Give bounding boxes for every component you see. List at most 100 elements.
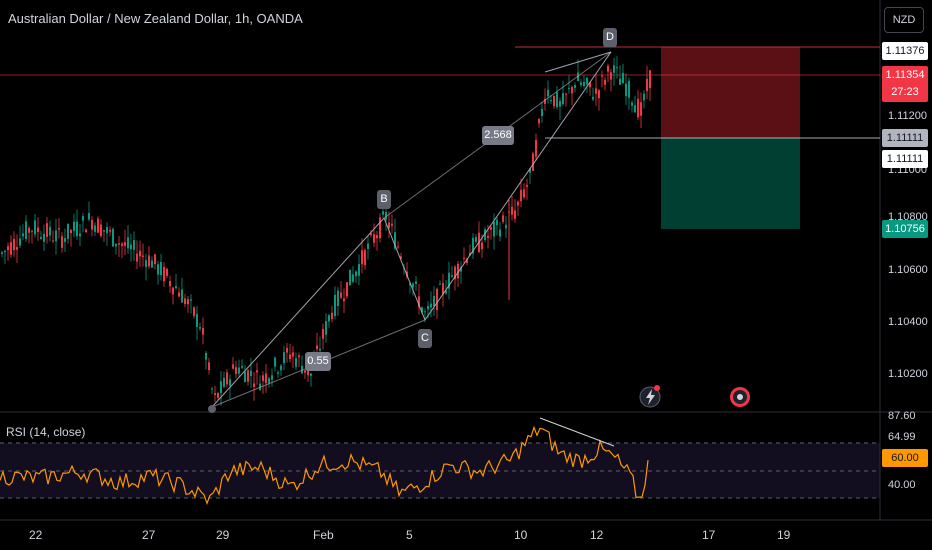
candle-body bbox=[505, 224, 507, 229]
candle-body bbox=[439, 283, 441, 285]
candle-body bbox=[430, 303, 432, 308]
candle-body bbox=[127, 237, 129, 249]
candle-body bbox=[16, 247, 18, 250]
time-tick: 10 bbox=[514, 528, 528, 542]
candle-body bbox=[133, 240, 135, 250]
point-b-label[interactable]: B bbox=[377, 190, 391, 209]
currency-button[interactable]: NZD bbox=[884, 7, 924, 33]
candle-body bbox=[274, 357, 276, 367]
candle-body bbox=[106, 226, 108, 234]
candle-body bbox=[316, 345, 318, 350]
candle-body bbox=[115, 243, 117, 247]
candle-body bbox=[166, 268, 168, 276]
candle-body bbox=[325, 321, 327, 335]
bar-countdown: 27:23 bbox=[891, 86, 919, 98]
candle-body bbox=[160, 262, 162, 276]
candle-body bbox=[364, 250, 366, 266]
target-price-label: 1.11376 bbox=[882, 42, 928, 60]
news-flag-icon[interactable] bbox=[730, 387, 750, 407]
candle-body bbox=[367, 243, 369, 249]
price-tick: 1.10400 bbox=[888, 316, 928, 328]
candle-body bbox=[619, 78, 621, 85]
candle-body bbox=[469, 252, 471, 256]
pattern-leg-bc[interactable] bbox=[383, 217, 426, 321]
rsi-indicator bbox=[0, 417, 649, 506]
candle-body bbox=[88, 213, 90, 220]
point-c-label[interactable]: C bbox=[418, 329, 432, 348]
candle-body bbox=[19, 238, 21, 246]
candle-body bbox=[103, 230, 105, 232]
candle-body bbox=[454, 266, 456, 280]
candle-body bbox=[235, 367, 237, 374]
ratio-label-cd[interactable]: 2.568 bbox=[482, 126, 514, 145]
candle-body bbox=[34, 220, 36, 235]
candle-body bbox=[301, 365, 303, 374]
candle-body bbox=[613, 65, 615, 73]
candle-body bbox=[568, 87, 570, 89]
candle-body bbox=[172, 287, 174, 295]
divergence-line-price[interactable] bbox=[544, 51, 612, 73]
candle-body bbox=[370, 233, 372, 236]
candle-body bbox=[25, 221, 27, 240]
candle-body bbox=[112, 228, 114, 247]
candle-body bbox=[400, 256, 402, 259]
candle-body bbox=[502, 215, 504, 222]
candle-body bbox=[139, 250, 141, 257]
current-price-label: 1.11354 27:23 bbox=[882, 66, 928, 102]
candle-body bbox=[73, 221, 75, 231]
candle-body bbox=[79, 233, 81, 237]
candle-body bbox=[484, 229, 486, 240]
harmonic-pattern[interactable] bbox=[208, 51, 612, 413]
candle-body bbox=[202, 328, 204, 335]
candle-body bbox=[298, 355, 300, 358]
candle-body bbox=[43, 233, 45, 242]
candle-body bbox=[598, 90, 600, 99]
candle-body bbox=[460, 267, 462, 272]
candle-body bbox=[100, 224, 102, 237]
time-tick: Feb bbox=[313, 528, 334, 542]
candle-body bbox=[481, 242, 483, 250]
candle-body bbox=[517, 201, 519, 206]
take-profit-zone[interactable] bbox=[661, 138, 800, 229]
candle-body bbox=[4, 250, 6, 253]
candle-body bbox=[334, 294, 336, 317]
candle-body bbox=[529, 168, 531, 173]
candle-body bbox=[244, 371, 246, 383]
candle-body bbox=[583, 82, 585, 86]
candle-body bbox=[46, 223, 48, 237]
candle-body bbox=[418, 296, 420, 307]
time-tick: 12 bbox=[590, 528, 604, 542]
stop-price-label: 1.10756 bbox=[882, 220, 928, 238]
rsi-legend[interactable]: RSI (14, close) bbox=[6, 425, 86, 439]
candle-body bbox=[211, 388, 213, 390]
candle-body bbox=[388, 222, 390, 229]
candle-body bbox=[217, 392, 219, 398]
candle-body bbox=[7, 246, 9, 251]
pattern-leg-cd[interactable] bbox=[424, 51, 612, 321]
candle-body bbox=[646, 78, 648, 92]
candle-body bbox=[397, 246, 399, 248]
candle-body bbox=[82, 216, 84, 221]
candle-body bbox=[214, 393, 216, 395]
candle-body bbox=[184, 298, 186, 305]
candle-body bbox=[241, 366, 243, 368]
point-d-label[interactable]: D bbox=[603, 28, 617, 47]
candle-body bbox=[379, 217, 381, 239]
candle-body bbox=[22, 233, 24, 237]
economic-event-icon[interactable] bbox=[639, 385, 661, 408]
stop-loss-zone[interactable] bbox=[661, 47, 800, 138]
candle-body bbox=[451, 275, 453, 277]
candle-body bbox=[376, 235, 378, 239]
candle-body bbox=[193, 307, 195, 316]
candle-body bbox=[208, 362, 210, 371]
candle-body bbox=[1, 252, 3, 254]
divergence-line-rsi[interactable] bbox=[539, 417, 615, 447]
candle-body bbox=[295, 358, 297, 367]
candle-body bbox=[547, 89, 549, 97]
candle-body bbox=[268, 378, 270, 384]
ratio-label-xc[interactable]: 0.55 bbox=[305, 352, 331, 371]
current-price-value: 1.11354 bbox=[885, 69, 925, 81]
point-x-marker[interactable] bbox=[208, 405, 216, 413]
pattern-leg-xb[interactable] bbox=[211, 217, 385, 408]
